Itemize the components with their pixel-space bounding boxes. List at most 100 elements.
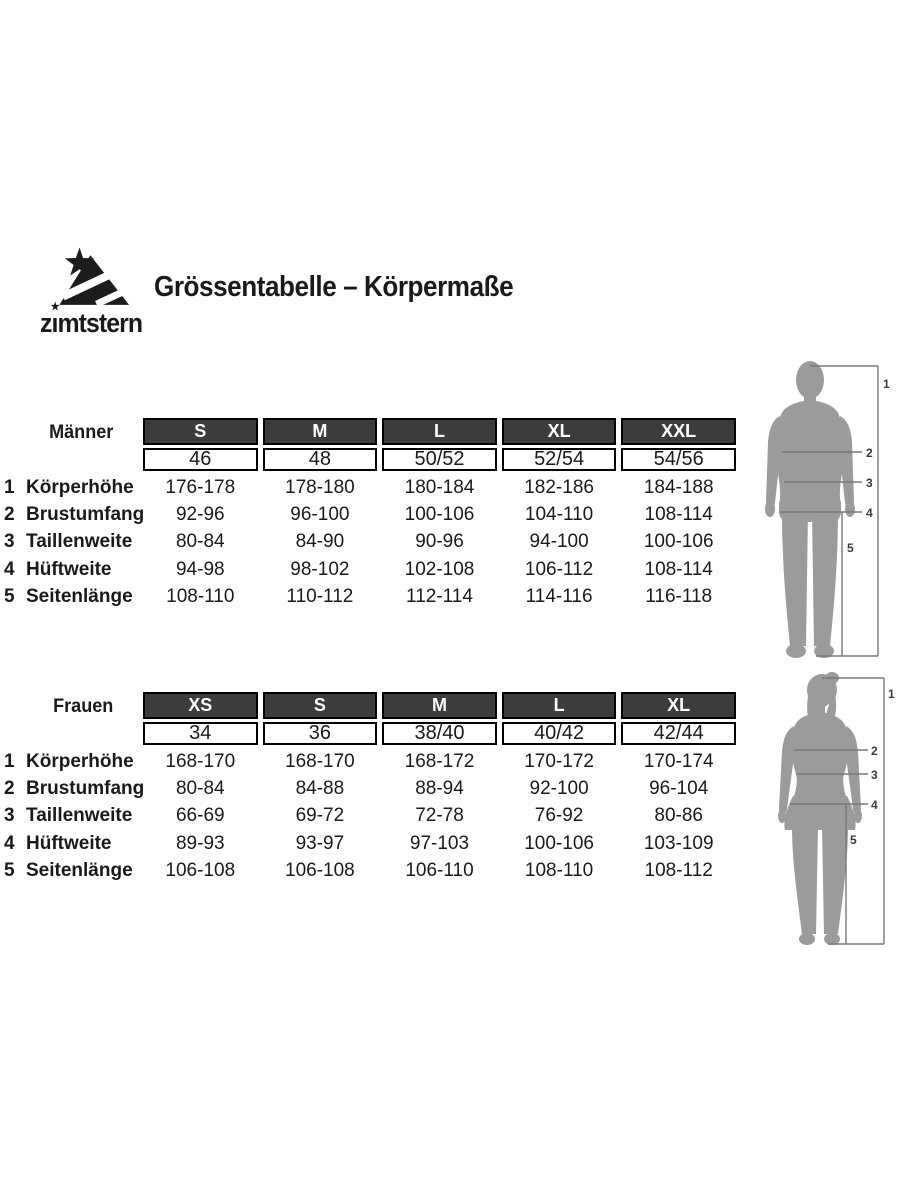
size-number-cell: 54/56	[621, 448, 736, 471]
marker-1-label: 1	[883, 377, 890, 391]
marker-5-label: 5	[847, 541, 854, 555]
measurement-value: 69-72	[295, 805, 345, 827]
measurement-number: 1	[4, 750, 15, 772]
marker-4-label: 4	[871, 798, 878, 812]
size-column-header: XL	[501, 418, 617, 445]
measurement-value: 108-110	[166, 586, 235, 608]
measurement-value: 116-118	[645, 586, 713, 608]
measurement-value: 92-96	[175, 504, 225, 526]
measurement-name: Brustumfang	[26, 778, 145, 800]
size-column-header: M	[262, 418, 378, 445]
measurement-number: 3	[4, 531, 15, 553]
marker-3-label: 3	[866, 476, 873, 490]
measurement-row-label: 4 Hüftweite	[0, 556, 138, 583]
measurement-value: 106-110	[405, 860, 474, 882]
measurement-value: 108-110	[524, 860, 594, 882]
measurement-value: 92-100	[529, 778, 589, 800]
measurement-value: 97-103	[409, 832, 470, 854]
i-dot-star-icon: ★	[50, 301, 60, 313]
zimtstern-logo-icon	[59, 247, 132, 308]
measurement-row-label: 1 Körperhöhe	[0, 748, 138, 775]
size-column-header: XXL	[621, 418, 736, 445]
page-title: Grössentabelle – Körpermaße	[154, 271, 514, 303]
size-column-header: XS	[143, 692, 258, 719]
measurement-row-label: 3 Taillenweite	[0, 803, 138, 830]
measurement-name: Taillenweite	[26, 805, 133, 827]
measurement-row-label: 5 Seitenlänge	[0, 584, 138, 611]
size-column-header: S	[143, 418, 258, 445]
male-measure-lines: 1 2 3 4 5	[780, 365, 890, 657]
measurement-value: 66-69	[175, 805, 225, 827]
measurement-value: 108-112	[644, 860, 713, 882]
female-silhouette-figure: 1 2 3 4 5	[778, 672, 895, 945]
measurement-value: 106-112	[524, 558, 594, 580]
brand-wordmark: zı ★ mtstern	[40, 301, 143, 339]
measurement-value: 178-180	[285, 476, 355, 498]
measurement-value: 108-114	[644, 504, 713, 526]
wordmark-dotless-i: ı	[51, 308, 59, 338]
male-body-silhouette	[765, 361, 855, 658]
men-size-table: Männer S M L XL XXL 46 48 50/52 52/54 54/56 1 Körper…	[0, 418, 736, 611]
measurement-name: Seitenlänge	[26, 586, 133, 608]
wordmark-i: ı ★	[51, 301, 60, 339]
measurement-row-label: 2 Brustumfang	[0, 501, 144, 528]
measurement-value: 180-184	[404, 476, 475, 498]
measurement-value: 102-108	[404, 558, 475, 580]
measurement-value: 96-104	[649, 778, 709, 800]
measurement-value: 100-106	[524, 832, 594, 854]
measurement-value: 103-109	[643, 832, 714, 854]
male-silhouette-figure: 1 2 3 4 5	[765, 361, 890, 658]
measurement-value: 76-92	[534, 805, 584, 827]
measurement-number: 4	[4, 558, 15, 580]
marker-2-label: 2	[866, 446, 873, 460]
size-number-cell: 34	[143, 722, 258, 745]
size-number-cell: 40/42	[501, 722, 617, 745]
measurement-value: 84-90	[295, 531, 345, 553]
women-size-table: Frauen XS S M L XL 34 36 38/40 40/42 42/44 1 Körperh…	[0, 692, 736, 885]
measurement-value: 88-94	[415, 778, 464, 800]
measurement-name: Körperhöhe	[26, 750, 134, 772]
measurement-name: Hüftweite	[26, 558, 112, 580]
measurement-value: 100-106	[404, 504, 475, 526]
measurement-value: 110-112	[286, 586, 354, 608]
measurement-value: 89-93	[175, 832, 225, 854]
size-number-cell: 46	[143, 448, 258, 471]
size-column-header: M	[382, 692, 497, 719]
group-label: Frauen	[53, 696, 114, 717]
measurement-value: 114-116	[525, 586, 593, 608]
measurement-row-label: 1 Körperhöhe	[0, 474, 138, 501]
measurement-value: 84-88	[295, 778, 345, 800]
measurement-value: 98-102	[290, 558, 350, 580]
size-number-cell: 48	[262, 448, 378, 471]
size-number-cell: 38/40	[382, 722, 497, 745]
size-number-cell: 36	[262, 722, 378, 745]
wordmark-rest: mtstern	[57, 308, 143, 338]
measurement-name: Brustumfang	[26, 504, 145, 526]
measurement-value: 96-100	[290, 504, 350, 526]
size-number-cell: 42/44	[621, 722, 736, 745]
measurement-number: 5	[4, 860, 15, 882]
measurement-value: 182-186	[524, 476, 594, 498]
measurement-value: 112-114	[406, 586, 473, 608]
measurement-row-label: 2 Brustumfang	[0, 775, 144, 802]
marker-4-label: 4	[866, 506, 873, 520]
marker-1-label: 1	[888, 687, 895, 701]
measurement-number: 5	[4, 586, 15, 608]
measurement-value: 80-84	[175, 531, 225, 553]
measurement-name: Taillenweite	[26, 531, 133, 553]
measurement-value: 176-178	[165, 476, 236, 498]
size-number-cell: 52/54	[501, 448, 617, 471]
measurement-name: Seitenlänge	[26, 860, 133, 882]
measurement-value: 170-174	[643, 750, 714, 772]
measurement-number: 3	[4, 805, 15, 827]
measurement-value: 106-108	[165, 860, 236, 882]
measurement-value: 106-108	[285, 860, 355, 882]
measurement-row-label: 4 Hüftweite	[0, 830, 138, 857]
label-column-spacer	[0, 448, 138, 474]
measurement-value: 94-100	[529, 531, 589, 553]
measurement-name: Körperhöhe	[26, 476, 134, 498]
group-label: Männer	[49, 422, 114, 443]
measurement-number: 1	[4, 476, 15, 498]
measurement-value: 80-84	[175, 778, 225, 800]
